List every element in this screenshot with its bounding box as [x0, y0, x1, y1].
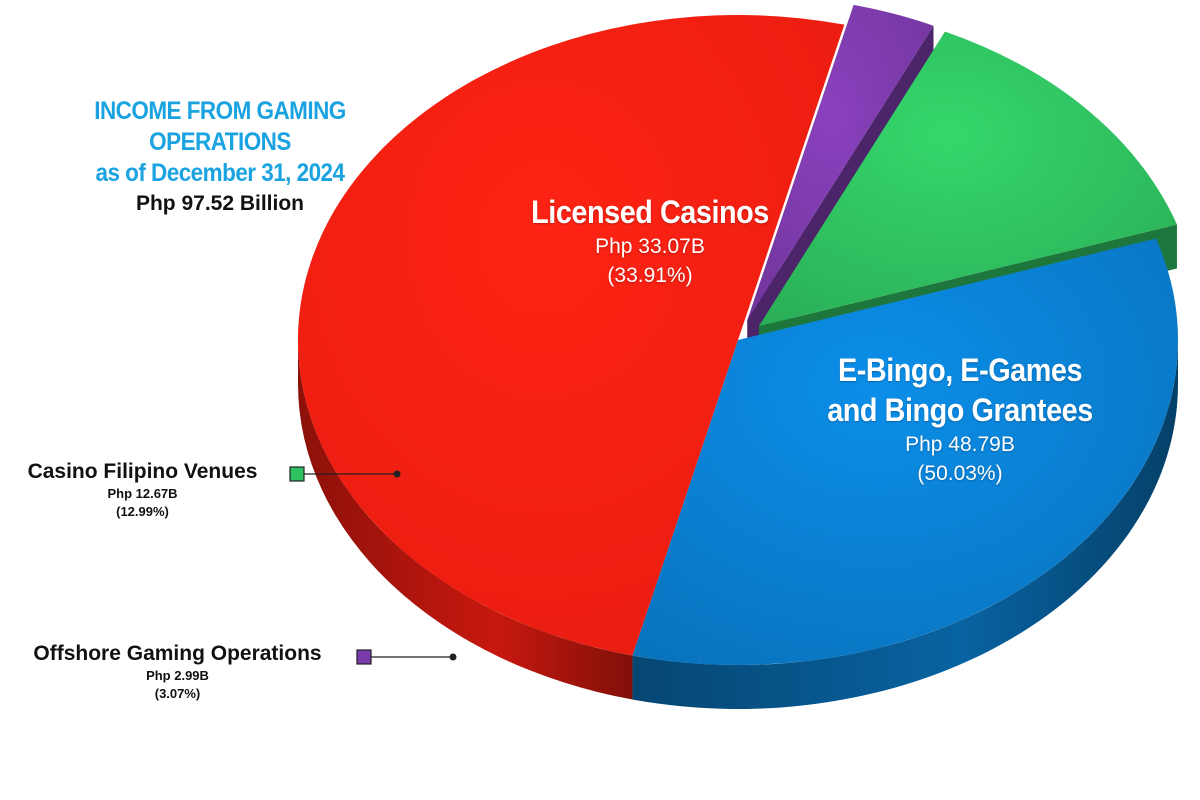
slice-e-bingo-e-games-and-bingo-grantees: [297, 14, 845, 656]
slice-side-wall: [632, 340, 1178, 709]
slice-licensed-casinos: [632, 238, 1178, 665]
legend-swatch: [356, 649, 372, 665]
legend-swatch: [289, 466, 305, 482]
ebingo-percent: (50.03%): [917, 462, 1003, 485]
chart-title: INCOME FROM GAMING OPERATIONS: [94, 97, 346, 156]
leader-lines: [289, 466, 457, 665]
licensed-casinos-name: Licensed Casinos: [531, 194, 769, 230]
licensed-casinos-amount: Php 33.07B: [595, 235, 705, 258]
label-licensed-casinos: Licensed Casinos Php 33.07B (33.91%): [450, 192, 850, 290]
casino-filipino-percent: (12.99%): [116, 504, 169, 519]
offshore-name: Offshore Gaming Operations: [33, 642, 322, 665]
leader-dot: [449, 653, 457, 661]
slice-side-wall: [298, 340, 633, 700]
slice-casino-filipino-venues: [758, 31, 1177, 327]
chart-header: INCOME FROM GAMING OPERATIONS as of Dece…: [0, 96, 440, 219]
casino-filipino-amount: Php 12.67B: [107, 486, 178, 501]
offshore-amount: Php 2.99B: [146, 668, 209, 683]
ebingo-amount: Php 48.79B: [905, 433, 1015, 456]
casino-filipino-name: Casino Filipino Venues: [27, 460, 258, 483]
leader-dot: [393, 470, 401, 478]
chart-date: as of December 31, 2024: [95, 159, 346, 187]
ebingo-name-line1: E-Bingo, E-Games: [837, 352, 1083, 388]
pie-top: [297, 4, 1178, 665]
licensed-casinos-percent: (33.91%): [607, 264, 693, 287]
label-ebingo: E-Bingo, E-Games and Bingo Grantees Php …: [790, 350, 1130, 488]
label-casino-filipino: Casino Filipino Venues Php 12.67B (12.99…: [0, 459, 285, 521]
ebingo-name-line2: and Bingo Grantees: [827, 392, 1093, 428]
label-offshore: Offshore Gaming Operations Php 2.99B (3.…: [0, 641, 355, 703]
offshore-percent: (3.07%): [154, 686, 201, 701]
slice-offshore-gaming-operations: [747, 4, 934, 321]
chart-total: Php 97.52 Billion: [135, 192, 305, 215]
